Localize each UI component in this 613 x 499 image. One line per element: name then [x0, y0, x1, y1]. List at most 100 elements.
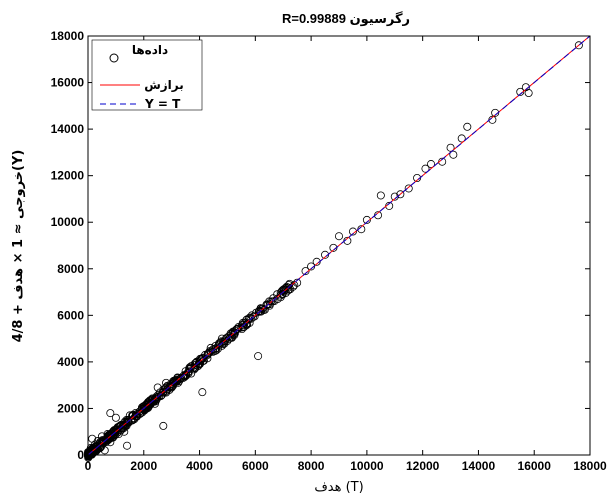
data-point: [181, 370, 190, 379]
legend: داده‌ها برازش Y = T: [91, 39, 203, 111]
data-point: [168, 382, 177, 391]
data-point: [413, 173, 422, 182]
x-tick-label: 0: [85, 459, 92, 473]
legend-box: [91, 39, 203, 111]
x-tick-label: 16000: [518, 459, 552, 473]
data-point: [362, 215, 371, 224]
data-point: [279, 285, 288, 294]
data-point: [114, 430, 123, 439]
data-point: [463, 122, 472, 131]
data-point: [187, 369, 196, 378]
x-tick-label: 18000: [573, 459, 607, 473]
data-point: [524, 89, 533, 98]
data-point: [163, 385, 172, 394]
data-point: [205, 348, 214, 357]
data-point: [139, 402, 148, 411]
data-point: [265, 297, 274, 306]
data-point: [427, 160, 436, 169]
data-point: [254, 352, 263, 361]
y-tick-label: 12000: [51, 169, 85, 183]
data-point: [181, 367, 190, 376]
data-point: [159, 421, 168, 430]
data-point: [198, 388, 207, 397]
data-point: [195, 357, 204, 366]
data-point: [155, 388, 164, 397]
x-tick-label: 10000: [350, 459, 384, 473]
data-point: [278, 286, 287, 295]
data-point: [404, 184, 413, 193]
y-tick-label: 2000: [57, 401, 84, 415]
data-point: [117, 420, 126, 429]
data-point: [334, 232, 343, 241]
x-tick-label: 6000: [242, 459, 269, 473]
data-point: [111, 425, 120, 434]
y-axis-label: خروجی ≈ 1 × هدف + 4/8(Y): [11, 150, 26, 343]
data-point: [212, 344, 221, 353]
data-point: [157, 391, 166, 400]
data-point: [229, 327, 238, 336]
data-point: [156, 392, 165, 401]
data-point: [307, 262, 316, 271]
x-ticks: 0 2000 4000 6000 8000 10000 12000 14000 16000 180…: [85, 36, 607, 473]
data-point: [126, 416, 135, 425]
x-axis-label: هدف (T): [314, 480, 363, 495]
data-point: [449, 150, 458, 159]
x-tick-label: 12000: [406, 459, 440, 473]
data-point: [103, 430, 112, 439]
data-point: [276, 288, 285, 297]
y-tick-label: 0: [77, 448, 84, 462]
legend-marker-data: [109, 53, 119, 63]
data-point: [312, 257, 321, 266]
data-point: [192, 357, 201, 366]
y-tick-label: 4000: [57, 355, 84, 369]
data-point: [457, 134, 466, 143]
x-tick-label: 14000: [462, 459, 496, 473]
data-point: [421, 164, 430, 173]
data-point: [123, 441, 132, 450]
x-tick-label: 4000: [186, 459, 213, 473]
x-tick-label: 2000: [130, 459, 157, 473]
lines-layer: [87, 35, 591, 456]
data-point: [144, 402, 153, 411]
data-point: [131, 408, 140, 417]
data-point: [348, 227, 357, 236]
data-point: [104, 434, 113, 443]
y-tick-label: 8000: [57, 262, 84, 276]
data-layer: [84, 41, 583, 462]
data-point: [173, 374, 182, 383]
data-point: [237, 323, 246, 332]
data-point: [265, 300, 274, 309]
y-tick-label: 14000: [51, 122, 85, 136]
legend-label-data: داده‌ها: [132, 43, 168, 57]
data-point: [112, 426, 121, 435]
data-point: [491, 108, 500, 117]
data-point: [220, 336, 229, 345]
data-point: [162, 378, 171, 387]
data-point: [257, 304, 266, 313]
data-point: [268, 297, 277, 306]
data-point: [97, 432, 106, 441]
data-point: [301, 267, 310, 276]
x-tick-label: 8000: [298, 459, 325, 473]
data-point: [111, 413, 120, 422]
data-point: [206, 343, 215, 352]
data-point: [376, 191, 385, 200]
data-point: [321, 250, 330, 259]
data-point: [574, 41, 583, 50]
data-point: [446, 143, 455, 152]
data-point: [153, 383, 162, 392]
data-point: [249, 312, 258, 321]
data-point: [256, 304, 265, 313]
data-point: [516, 87, 525, 96]
data-point: [234, 322, 243, 331]
data-point: [201, 350, 210, 359]
chart-title: R=0.99889 رگرسیون: [282, 11, 410, 26]
data-point: [245, 313, 254, 322]
data-point: [128, 411, 137, 420]
data-point: [125, 411, 134, 420]
y-tick-label: 18000: [51, 29, 85, 43]
data-point: [92, 441, 101, 450]
y-ticks: 0 2000 4000 6000 8000 10000 12000 14000 16000 180…: [51, 29, 590, 462]
data-point: [390, 192, 399, 201]
